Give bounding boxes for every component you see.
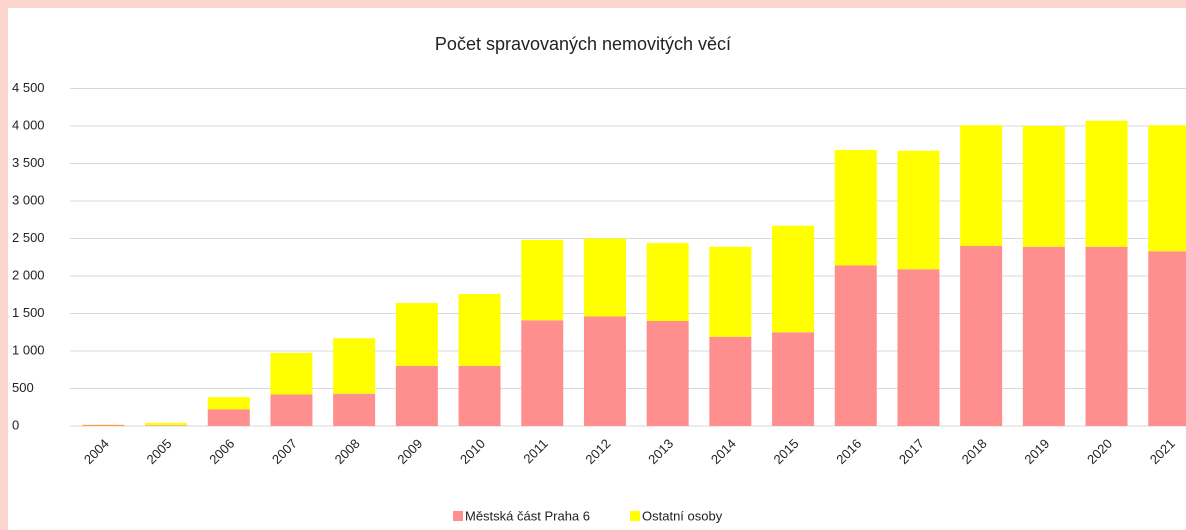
- legend-label: Ostatní osoby: [642, 508, 723, 523]
- y-tick-label: 1 000: [12, 342, 45, 357]
- bar-segment: [395, 366, 438, 426]
- bar-segment: [646, 243, 689, 321]
- y-tick-label: 4 000: [12, 117, 45, 132]
- bar-segment: [145, 423, 188, 426]
- bar-segment: [772, 332, 815, 426]
- bar-segment: [207, 409, 250, 426]
- y-tick-label: 2 000: [12, 267, 45, 282]
- bar-segment: [458, 366, 501, 426]
- bar-segment: [333, 338, 376, 394]
- bar-segment: [521, 320, 564, 426]
- bar-segment: [772, 225, 815, 333]
- y-tick-label: 0: [12, 417, 19, 432]
- legend-label: Městská část Praha 6: [465, 508, 590, 523]
- bar-segment: [82, 424, 125, 426]
- y-tick-label: 3 500: [12, 155, 45, 170]
- y-tick-label: 1 500: [12, 305, 45, 320]
- bar-segment: [270, 394, 313, 426]
- bar-segment: [834, 265, 877, 426]
- bar-segment: [145, 425, 188, 426]
- bar-segment: [1022, 126, 1065, 247]
- legend-swatch: [630, 511, 640, 521]
- y-tick-label: 4 500: [12, 80, 45, 95]
- bar-segment: [646, 321, 689, 426]
- bar-segment: [960, 246, 1003, 426]
- bar-segment: [834, 150, 877, 266]
- bar-segment: [1148, 251, 1186, 426]
- bar-segment: [1022, 246, 1065, 426]
- y-tick-label: 2 500: [12, 230, 45, 245]
- bar-segment: [583, 238, 626, 317]
- y-tick-label: 500: [12, 380, 34, 395]
- bar-segment: [583, 316, 626, 426]
- bar-segment: [458, 294, 501, 366]
- bar-segment: [395, 303, 438, 366]
- bar-segment: [521, 240, 564, 321]
- bar-segment: [1085, 120, 1128, 247]
- y-tick-label: 3 000: [12, 192, 45, 207]
- bar-segment: [709, 336, 752, 426]
- bar-segment: [207, 397, 250, 410]
- bar-segment: [960, 125, 1003, 246]
- legend-swatch: [453, 511, 463, 521]
- bar-segment: [270, 352, 313, 395]
- bar-segment: [333, 393, 376, 426]
- bar-segment: [897, 150, 940, 270]
- bar-segment: [1148, 125, 1186, 252]
- bar-segment: [1085, 246, 1128, 426]
- bar-segment: [897, 269, 940, 426]
- bar-segment: [709, 246, 752, 337]
- chart-title: Počet spravovaných nemovitých věcí: [435, 34, 731, 54]
